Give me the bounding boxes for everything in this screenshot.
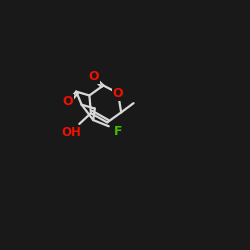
Text: O: O xyxy=(62,95,73,108)
Text: F: F xyxy=(114,125,122,138)
Text: OH: OH xyxy=(62,126,82,139)
Text: O: O xyxy=(113,87,123,100)
Text: O: O xyxy=(89,70,99,83)
